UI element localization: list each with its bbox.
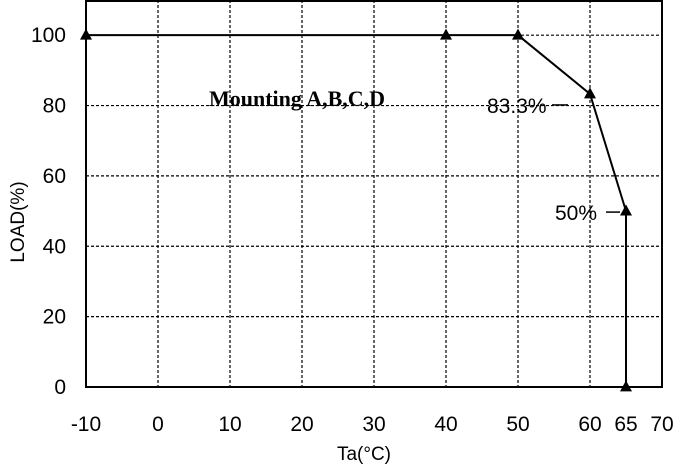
plot-frame [85,0,663,388]
y-tick-label: 60 [43,165,66,188]
plot-border [85,0,663,388]
x-axis-title: Ta(°C) [337,444,391,465]
x-tick-label: -10 [71,413,101,436]
x-tick-label: 30 [362,413,385,436]
x-tick-label: 65 [614,413,637,436]
x-tick-label: 20 [290,413,313,436]
mounting-annotation: Mounting A,B,C,D [209,86,385,111]
y-tick-label: 80 [43,95,66,118]
x-tick-label: 10 [218,413,241,436]
grid-lines [86,0,662,387]
y-tick-labels: 0 20 40 60 80 100 [31,24,66,399]
data-point-marker [620,204,632,216]
data-point-marker [584,87,596,99]
x-tick-label: 0 [152,413,164,436]
y-tick-label: 0 [54,376,66,399]
data-point-marker [440,28,452,40]
data-point-marker [512,28,524,40]
series-line [86,34,627,387]
annotation-50-percent: 50% [555,202,597,225]
y-tick-label: 20 [43,306,66,329]
annotations: Mounting A,B,C,D 83.3% 50% [209,86,620,225]
data-series [80,28,632,392]
data-point-marker [80,28,92,40]
annotation-83-3-percent: 83.3% [487,95,547,118]
y-tick-label: 100 [31,24,66,47]
x-tick-label: 70 [650,413,673,436]
x-tick-label: 40 [434,413,457,436]
y-axis-title: LOAD(%) [8,181,29,262]
x-tick-label: 50 [506,413,529,436]
x-tick-label: 60 [578,413,601,436]
x-tick-labels: -10 0 10 20 30 40 50 60 65 70 [71,413,674,436]
y-tick-label: 40 [43,235,66,258]
data-point-marker [620,380,632,392]
